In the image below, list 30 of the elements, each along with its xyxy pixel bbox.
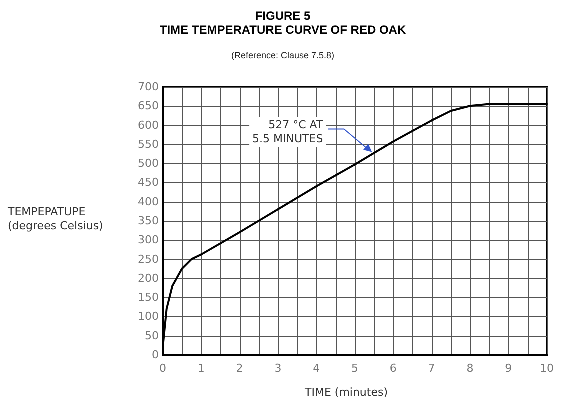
y-tick-label: 100	[138, 310, 159, 324]
x-tick-label: 5	[352, 362, 358, 375]
y-tick-label: 150	[138, 291, 159, 304]
x-tick-label: 10	[540, 362, 554, 375]
y-tick-label: 600	[138, 118, 159, 132]
y-tick-label: 50	[145, 329, 159, 342]
x-tick-label: 6	[390, 362, 397, 375]
y-tick-label: 400	[138, 195, 159, 208]
y-axis-title: TEMPEPATUPE (degrees Celsius)	[7, 206, 104, 232]
x-tick-label: 4	[313, 362, 320, 375]
y-tick-label: 500	[138, 157, 159, 170]
y-tick-label: 250	[138, 252, 159, 266]
y-tick-label: 550	[138, 138, 159, 151]
y-tick-label: 300	[138, 234, 159, 247]
y-tick-label: 200	[138, 272, 159, 285]
y-tick-label: 0	[152, 348, 159, 362]
x-tick-label: 8	[466, 362, 474, 375]
x-tick-label: 7	[428, 362, 436, 375]
x-axis-title: TIME (minutes)	[304, 386, 388, 399]
chart-subtitle: (Reference: Clause 7.5.8)	[231, 50, 335, 60]
x-tick-label: 3	[274, 362, 282, 375]
y-tick-label: 650	[138, 100, 159, 113]
x-tick-label: 2	[236, 362, 244, 375]
x-tick-label: 1	[198, 362, 205, 375]
y-tick-label: 450	[138, 176, 159, 190]
chart-title: FIGURE 5 TIME TEMPERATURE CURVE OF RED OAK	[160, 9, 406, 37]
y-tick-label: 700	[138, 80, 159, 94]
x-tick-label: 9	[505, 362, 512, 375]
annotation: 527 °C AT 5.5 MINUTES	[252, 118, 324, 146]
y-tick-label: 350	[138, 214, 159, 228]
